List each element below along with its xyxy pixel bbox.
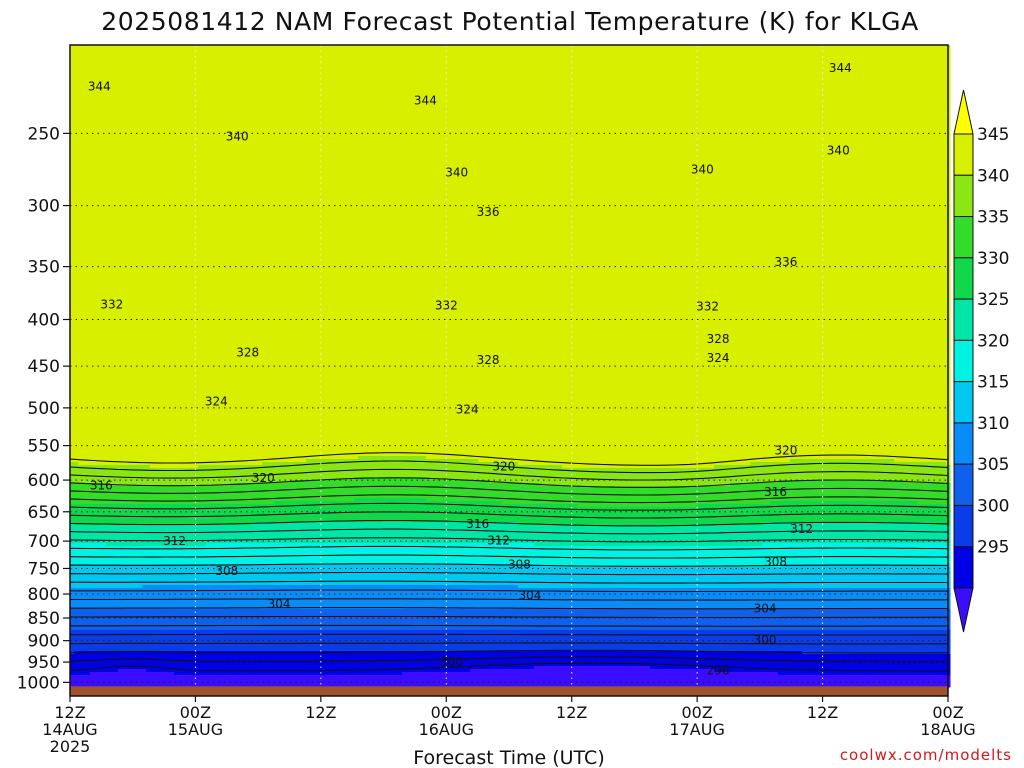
contour-label: 320 bbox=[492, 460, 515, 474]
contour-label: 308 bbox=[215, 564, 238, 578]
colorbar-tick-label: 345 bbox=[977, 125, 1009, 145]
y-tick-label: 550 bbox=[28, 437, 60, 457]
y-tick-label: 600 bbox=[28, 471, 60, 491]
contour-label: 300 bbox=[754, 633, 777, 647]
colorbar-tick-label: 315 bbox=[977, 373, 1009, 393]
contour-label: 336 bbox=[775, 255, 798, 269]
credit-label: coolwx.com/modelts bbox=[840, 746, 1012, 764]
contour-label: 304 bbox=[518, 588, 541, 602]
contour-label: 316 bbox=[90, 478, 113, 492]
contour-label: 324 bbox=[707, 351, 730, 365]
surface-ground bbox=[70, 686, 948, 696]
contour-label: 300 bbox=[440, 655, 463, 669]
colorbar-bin bbox=[954, 382, 973, 423]
contour-label: 304 bbox=[754, 602, 777, 616]
x-tick-label: 12Z bbox=[807, 703, 838, 722]
contour-label: 304 bbox=[268, 597, 291, 611]
x-tick-label: 12Z bbox=[305, 703, 336, 722]
y-tick-label: 950 bbox=[28, 653, 60, 673]
contour-label: 312 bbox=[487, 534, 510, 548]
contour-label: 344 bbox=[88, 79, 111, 93]
colorbar-tick-label: 305 bbox=[977, 455, 1009, 475]
contour-label: 320 bbox=[775, 444, 798, 458]
contour-label: 320 bbox=[252, 471, 275, 485]
contour-label: 340 bbox=[691, 163, 714, 177]
contour-label: 328 bbox=[236, 346, 259, 360]
contour-label: 340 bbox=[827, 143, 850, 157]
y-tick-label: 850 bbox=[28, 609, 60, 629]
y-tick-label: 350 bbox=[28, 258, 60, 278]
y-tick-label: 400 bbox=[28, 311, 60, 331]
y-tick-label: 800 bbox=[28, 585, 60, 605]
contour-label: 324 bbox=[456, 402, 479, 416]
colorbar-bin bbox=[954, 258, 973, 299]
contour-label: 328 bbox=[477, 353, 500, 367]
y-tick-label: 900 bbox=[28, 632, 60, 652]
colorbar-tick-label: 300 bbox=[977, 496, 1009, 516]
colorbar-tick-label: 340 bbox=[977, 166, 1009, 186]
contour-label: 308 bbox=[764, 555, 787, 569]
contour-label: 332 bbox=[100, 297, 123, 311]
x-tick-label: 17AUG bbox=[669, 720, 724, 739]
contour-label: 340 bbox=[226, 130, 249, 144]
x-axis-label: Forecast Time (UTC) bbox=[413, 747, 604, 768]
x-tick-label: 18AUG bbox=[920, 720, 975, 739]
colorbar-bin bbox=[954, 340, 973, 381]
y-tick-label: 500 bbox=[28, 399, 60, 419]
colorbar-bin bbox=[954, 505, 973, 546]
colorbar-tick-label: 295 bbox=[977, 538, 1009, 558]
contour-label: 344 bbox=[829, 61, 852, 75]
x-tick-label: 16AUG bbox=[419, 720, 474, 739]
y-tick-label: 1000 bbox=[17, 673, 60, 693]
y-axis: 250 300 350 400 450 500 550 600 650 700 750 800 850 9… bbox=[17, 124, 70, 693]
y-tick-label: 250 bbox=[28, 124, 60, 144]
colorbar: 345 340 335 330 325 320 315 310 305 300 295 bbox=[954, 90, 1009, 632]
y-tick-label: 750 bbox=[28, 559, 60, 579]
contour-label: 308 bbox=[508, 558, 531, 572]
colorbar-tick-label: 330 bbox=[977, 249, 1009, 269]
colorbar-bin bbox=[954, 299, 973, 340]
colorbar-bin bbox=[954, 175, 973, 216]
x-tick-label: 15AUG bbox=[168, 720, 223, 739]
y-tick-label: 450 bbox=[28, 357, 60, 377]
colorbar-bin bbox=[954, 217, 973, 258]
colorbar-tick-label: 310 bbox=[977, 414, 1009, 434]
contour-label: 328 bbox=[707, 332, 730, 346]
colorbar-tick-label: 325 bbox=[977, 290, 1009, 310]
contour-label: 312 bbox=[163, 534, 186, 548]
colorbar-bin bbox=[954, 423, 973, 464]
colorbar-tick-label: 320 bbox=[977, 331, 1009, 351]
colorbar-bin bbox=[954, 547, 973, 588]
contour-label: 332 bbox=[435, 298, 458, 312]
colorbar-bin bbox=[954, 464, 973, 505]
plot-area: 344 344 344 340 340 340 340 336 336 332 332 332 328 3… bbox=[17, 45, 976, 756]
contour-label: 344 bbox=[414, 93, 437, 107]
contour-label: 316 bbox=[466, 517, 489, 531]
x-tick-label: 12Z bbox=[556, 703, 587, 722]
y-tick-label: 700 bbox=[28, 532, 60, 552]
colorbar-tick-label: 335 bbox=[977, 208, 1009, 228]
contour-label: 312 bbox=[790, 522, 813, 536]
contour-label: 332 bbox=[696, 299, 719, 313]
y-tick-label: 300 bbox=[28, 197, 60, 217]
x-tick-label: 2025 bbox=[50, 737, 91, 756]
y-tick-label: 650 bbox=[28, 503, 60, 523]
contour-label: 324 bbox=[205, 394, 228, 408]
colorbar-bin bbox=[954, 134, 973, 175]
colorbar-extend-top bbox=[954, 90, 973, 134]
contour-label: 316 bbox=[764, 485, 787, 499]
contour-label: 296 bbox=[707, 663, 730, 677]
colorbar-extend-bottom bbox=[954, 588, 973, 632]
chart-title: 2025081412 NAM Forecast Potential Temper… bbox=[101, 7, 919, 36]
contour-label: 340 bbox=[445, 166, 468, 180]
contour-label: 336 bbox=[477, 205, 500, 219]
